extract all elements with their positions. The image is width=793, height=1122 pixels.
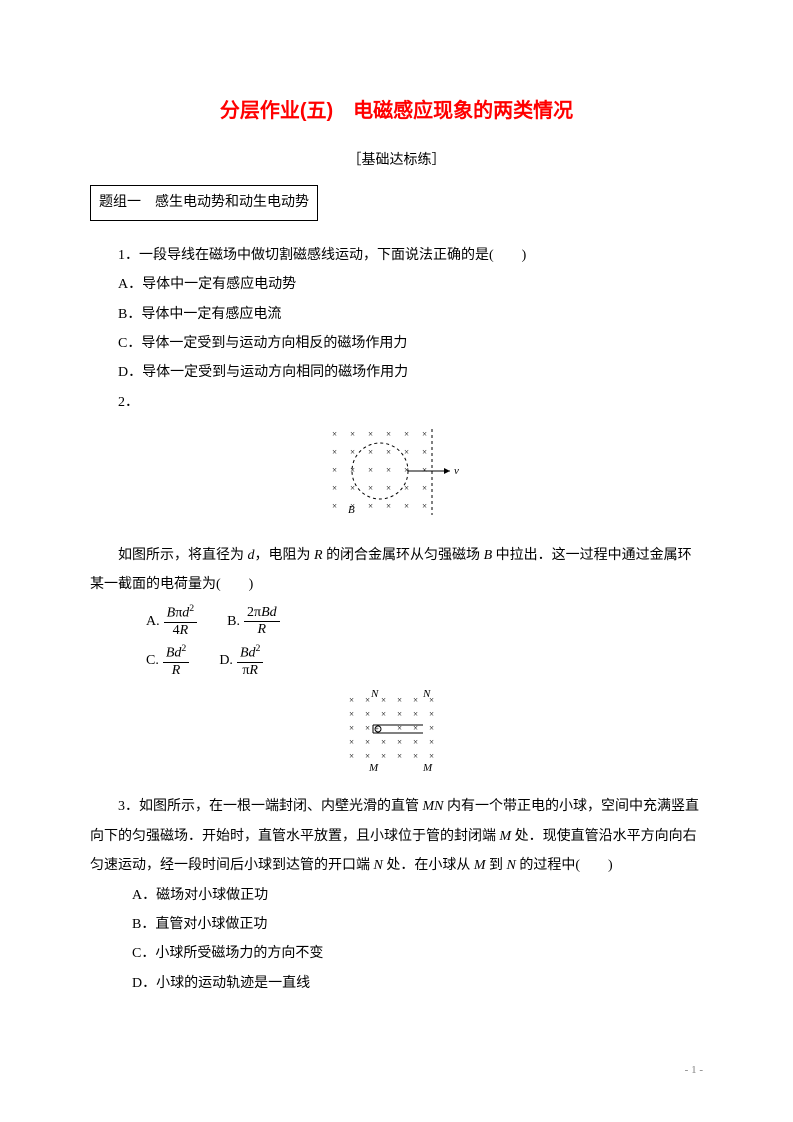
q3-figure: ×××××× ×××××× ××××× ×××××× ×××××× + N N … bbox=[90, 685, 703, 786]
svg-text:×: × bbox=[368, 501, 373, 511]
q3-option-d: D．小球的运动轨迹是一直线 bbox=[90, 969, 703, 998]
q2-options-row1: A. Bπd2 4R B. 2πBd R bbox=[90, 603, 703, 639]
q3-option-a: A．磁场对小球做正功 bbox=[90, 881, 703, 910]
svg-text:×: × bbox=[349, 737, 354, 747]
svg-text:×: × bbox=[365, 695, 370, 705]
svg-text:×: × bbox=[368, 429, 373, 439]
svg-text:×: × bbox=[413, 737, 418, 747]
svg-text:N: N bbox=[422, 688, 431, 700]
svg-text:×: × bbox=[350, 429, 355, 439]
svg-text:×: × bbox=[365, 723, 370, 733]
svg-text:×: × bbox=[422, 447, 427, 457]
svg-text:×: × bbox=[332, 429, 337, 439]
svg-text:×: × bbox=[413, 709, 418, 719]
svg-text:×: × bbox=[365, 751, 370, 761]
svg-text:×: × bbox=[429, 709, 434, 719]
q2-number: 2． bbox=[90, 388, 703, 417]
svg-text:×: × bbox=[386, 429, 391, 439]
q2-option-a: A. Bπd2 4R bbox=[146, 603, 197, 639]
svg-text:×: × bbox=[386, 447, 391, 457]
svg-text:×: × bbox=[397, 709, 402, 719]
svg-text:×: × bbox=[386, 465, 391, 475]
q1-option-b: B．导体中一定有感应电流 bbox=[90, 300, 703, 329]
svg-text:×: × bbox=[349, 751, 354, 761]
svg-text:×: × bbox=[422, 429, 427, 439]
svg-text:+: + bbox=[375, 725, 379, 733]
svg-text:×: × bbox=[386, 483, 391, 493]
fig1-label-v: v bbox=[454, 465, 459, 477]
svg-text:×: × bbox=[332, 483, 337, 493]
svg-text:×: × bbox=[429, 751, 434, 761]
page-footer: - 1 - bbox=[685, 1059, 703, 1082]
svg-text:×: × bbox=[404, 429, 409, 439]
q1-option-c: C．导体一定受到与运动方向相反的磁场作用力 bbox=[90, 329, 703, 358]
svg-text:×: × bbox=[413, 751, 418, 761]
svg-text:×: × bbox=[368, 447, 373, 457]
q3-stem: 3．如图所示，在一根一端封闭、内壁光滑的直管 MN 内有一个带正电的小球，空间中… bbox=[90, 792, 703, 880]
svg-text:×: × bbox=[404, 447, 409, 457]
svg-text:×: × bbox=[381, 709, 386, 719]
q2-option-b: B. 2πBd R bbox=[227, 605, 279, 638]
svg-text:×: × bbox=[397, 695, 402, 705]
svg-text:×: × bbox=[350, 483, 355, 493]
svg-text:×: × bbox=[332, 465, 337, 475]
fig2-label-n-top: N bbox=[370, 688, 379, 700]
svg-text:×: × bbox=[422, 483, 427, 493]
page-content: 分层作业(五) 电磁感应现象的两类情况 ［基础达标练］ 题组一 感生电动势和动生… bbox=[0, 0, 793, 998]
q2-figure: ×××××× ×××××× ×××××× ×××××× ×××××× v B bbox=[90, 423, 703, 534]
page-subtitle: ［基础达标练］ bbox=[90, 146, 703, 175]
svg-text:×: × bbox=[349, 709, 354, 719]
svg-text:×: × bbox=[332, 501, 337, 511]
svg-text:×: × bbox=[422, 501, 427, 511]
q2-options-row2: C. Bd2 R D. Bd2 πR bbox=[90, 643, 703, 679]
q1-stem: 1．一段导线在磁场中做切割磁感线运动，下面说法正确的是( ) bbox=[90, 241, 703, 270]
svg-text:×: × bbox=[386, 501, 391, 511]
svg-text:×: × bbox=[404, 501, 409, 511]
svg-text:×: × bbox=[368, 483, 373, 493]
fig1-label-b: B bbox=[348, 504, 355, 516]
q3-option-b: B．直管对小球做正功 bbox=[90, 910, 703, 939]
svg-text:×: × bbox=[368, 465, 373, 475]
q1-option-a: A．导体中一定有感应电动势 bbox=[90, 270, 703, 299]
svg-text:×: × bbox=[365, 737, 370, 747]
svg-text:×: × bbox=[429, 723, 434, 733]
section-group-box: 题组一 感生电动势和动生电动势 bbox=[90, 185, 318, 220]
page-title: 分层作业(五) 电磁感应现象的两类情况 bbox=[90, 90, 703, 132]
svg-text:×: × bbox=[365, 709, 370, 719]
svg-text:×: × bbox=[381, 751, 386, 761]
svg-text:×: × bbox=[413, 695, 418, 705]
svg-text:×: × bbox=[422, 465, 427, 475]
q2-option-d: D. Bd2 πR bbox=[219, 643, 263, 679]
svg-text:×: × bbox=[381, 737, 386, 747]
svg-text:×: × bbox=[332, 447, 337, 457]
q3-option-c: C．小球所受磁场力的方向不变 bbox=[90, 939, 703, 968]
q1-option-d: D．导体一定受到与运动方向相同的磁场作用力 bbox=[90, 358, 703, 387]
svg-text:×: × bbox=[350, 447, 355, 457]
svg-text:×: × bbox=[397, 737, 402, 747]
q2-stem: 如图所示，将直径为 d，电阻为 R 的闭合金属环从匀强磁场 B 中拉出．这一过程… bbox=[90, 541, 703, 600]
svg-text:×: × bbox=[397, 751, 402, 761]
svg-text:×: × bbox=[349, 723, 354, 733]
q2-option-c: C. Bd2 R bbox=[146, 643, 189, 679]
svg-text:M: M bbox=[422, 762, 433, 774]
fig2-label-m: M bbox=[368, 762, 379, 774]
svg-text:×: × bbox=[381, 695, 386, 705]
svg-text:×: × bbox=[429, 737, 434, 747]
svg-text:×: × bbox=[349, 695, 354, 705]
